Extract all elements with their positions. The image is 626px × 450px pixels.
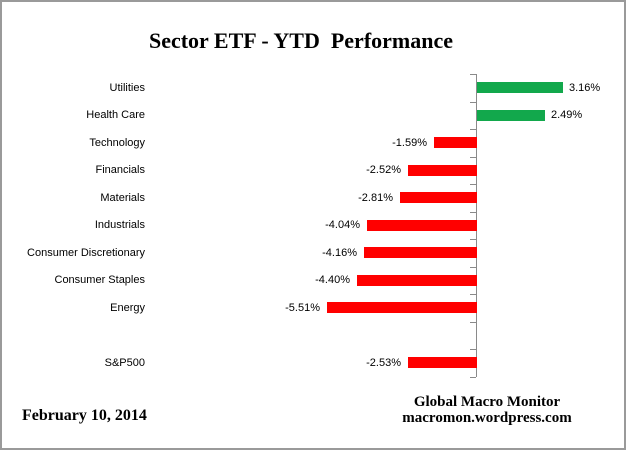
bar-materials (400, 192, 477, 203)
category-label-consumer-staples: Consumer Staples (54, 274, 146, 286)
bar-technology (434, 137, 477, 148)
credit-line1: Global Macro Monitor (413, 394, 561, 410)
category-label-financials: Financials (95, 164, 145, 176)
axis-tick (470, 377, 476, 378)
bar-industrials (367, 220, 477, 231)
bar-consumer-discretionary (364, 247, 477, 258)
bar-s-p500 (408, 357, 477, 368)
date-label: February 10, 2014 (22, 407, 147, 424)
credit-block: Global Macro Monitor macromon.wordpress.… (398, 394, 576, 426)
axis-tick (470, 267, 476, 268)
axis-tick (470, 184, 476, 185)
value-label-consumer-discretionary: -4.16% (322, 247, 357, 259)
bar-energy (327, 302, 477, 313)
category-label-utilities: Utilities (109, 82, 145, 94)
category-label-energy: Energy (110, 302, 145, 314)
category-label-technology: Technology (89, 137, 145, 149)
value-label-utilities: 3.16% (569, 82, 601, 94)
axis-tick (470, 294, 476, 295)
value-label-energy: -5.51% (285, 302, 320, 314)
credit-line2: macromon.wordpress.com (402, 410, 572, 426)
axis-tick (470, 102, 476, 103)
axis-tick (470, 322, 476, 323)
category-label-consumer-discretionary: Consumer Discretionary (27, 247, 145, 259)
axis-tick (470, 74, 476, 75)
chart-title: Sector ETF - YTD Performance (148, 28, 454, 53)
value-label-technology: -1.59% (392, 137, 427, 149)
value-label-s-p500: -2.53% (366, 357, 401, 369)
category-label-health-care: Health Care (86, 109, 145, 121)
axis-tick (470, 129, 476, 130)
value-label-financials: -2.52% (366, 164, 401, 176)
bar-health-care (477, 110, 545, 121)
value-label-health-care: 2.49% (551, 109, 583, 121)
value-label-industrials: -4.04% (325, 219, 360, 231)
bar-financials (408, 165, 477, 176)
value-label-consumer-staples: -4.40% (315, 274, 350, 286)
bar-utilities (477, 82, 563, 93)
axis-tick (470, 239, 476, 240)
axis-tick (470, 212, 476, 213)
category-label-s-p500: S&P500 (104, 357, 145, 369)
axis-tick (470, 349, 476, 350)
bar-consumer-staples (357, 275, 477, 286)
category-label-industrials: Industrials (94, 219, 145, 231)
value-label-materials: -2.81% (358, 192, 393, 204)
axis-tick (470, 157, 476, 158)
category-label-materials: Materials (100, 192, 145, 204)
